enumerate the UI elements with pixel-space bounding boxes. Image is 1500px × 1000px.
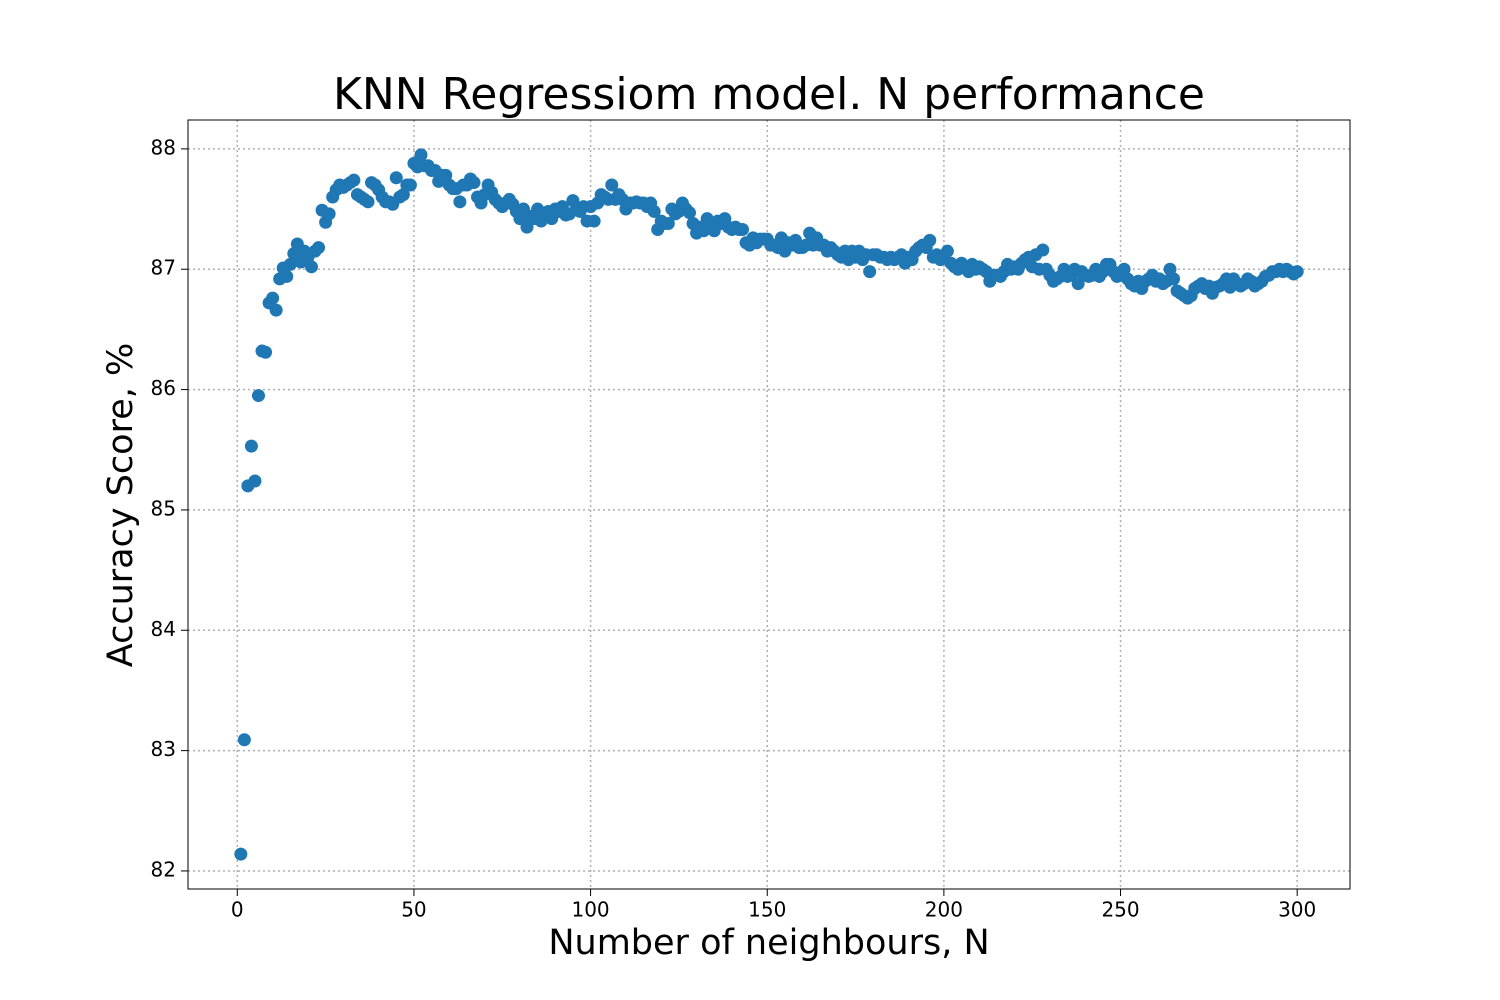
point (736, 223, 750, 237)
point (361, 195, 375, 209)
point (1036, 243, 1050, 257)
y-tick-label: 84 (151, 617, 176, 641)
y-tick-label: 86 (151, 376, 176, 400)
point (389, 171, 403, 185)
y-tick-label: 85 (151, 496, 176, 520)
point (280, 269, 294, 283)
x-tick-label: 300 (1278, 898, 1316, 922)
point (863, 265, 877, 279)
point (1290, 265, 1304, 279)
x-tick-label: 100 (571, 898, 609, 922)
point (587, 214, 601, 228)
x-tick-label: 200 (925, 898, 963, 922)
point (467, 176, 481, 190)
point (322, 207, 336, 221)
point (312, 241, 326, 255)
point (661, 216, 675, 230)
point (244, 439, 258, 453)
x-tick-label: 250 (1101, 898, 1139, 922)
point (683, 206, 697, 220)
point (1167, 272, 1181, 286)
point (414, 148, 428, 162)
x-axis-label: Number of neighbours, N (548, 923, 989, 963)
point (266, 291, 280, 305)
y-tick-label: 82 (151, 857, 176, 881)
point (234, 847, 248, 861)
point (347, 173, 361, 187)
y-tick-label: 87 (151, 256, 176, 280)
point (304, 260, 318, 274)
y-tick-label: 88 (151, 135, 176, 159)
point (923, 233, 937, 247)
point (605, 178, 619, 192)
point (940, 244, 954, 258)
point (453, 195, 467, 209)
point (647, 204, 661, 218)
point (269, 303, 283, 317)
point (283, 257, 297, 271)
y-axis-label: Accuracy Score, % (101, 343, 141, 667)
chart-title: KNN Regressiom model. N performance (333, 69, 1205, 120)
x-tick-label: 0 (231, 898, 244, 922)
point (259, 345, 273, 359)
x-tick-label: 50 (401, 898, 426, 922)
plot-frame (187, 119, 1351, 890)
y-tick-label: 83 (151, 737, 176, 761)
point (248, 474, 262, 488)
point (237, 733, 251, 747)
point (403, 178, 417, 192)
point (251, 389, 265, 403)
x-tick-label: 150 (748, 898, 786, 922)
